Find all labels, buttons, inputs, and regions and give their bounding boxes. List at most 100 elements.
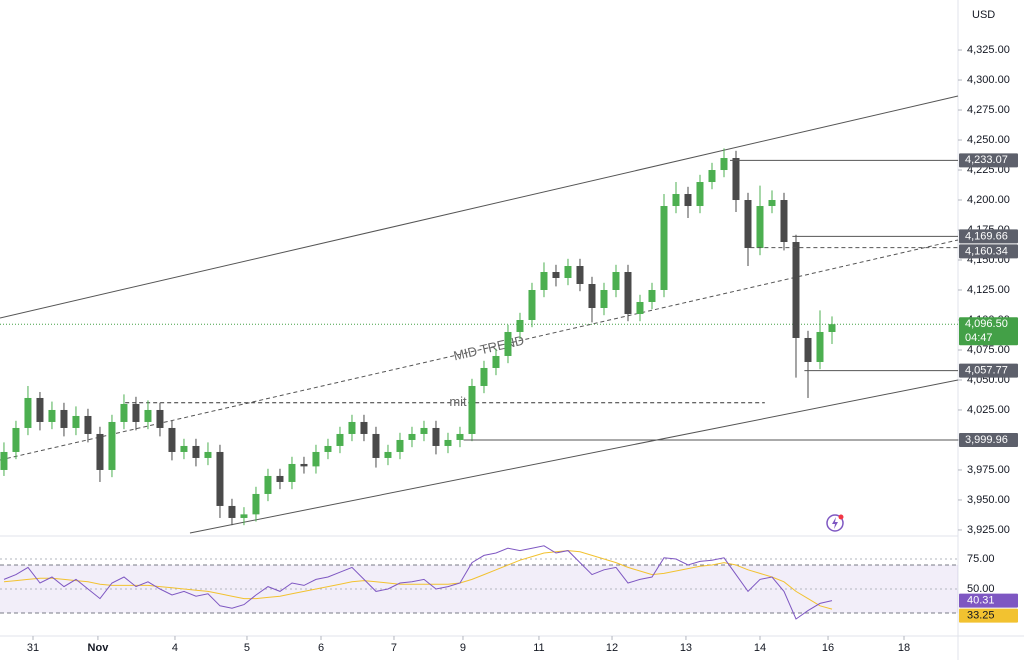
candle-body: [384, 451, 392, 458]
candle-body: [660, 206, 668, 290]
ma-line: [3, 550, 833, 610]
candle-body: [576, 266, 584, 284]
rsi-tag: [959, 593, 1018, 608]
alert-bolt: [832, 517, 838, 529]
x-tick-label: 16: [822, 642, 834, 654]
y-tick-label: 4,325.00: [967, 44, 1010, 56]
candle-body: [504, 331, 512, 356]
price-tag-label: 4,233.07: [965, 154, 1008, 166]
candle-body: [432, 427, 440, 446]
annotation: mit: [449, 394, 467, 409]
candle-body: [408, 433, 416, 440]
candle-body: [120, 403, 128, 422]
price-tag-label: 4,057.77: [965, 365, 1008, 377]
candle-body: [96, 433, 104, 470]
candle-body: [684, 194, 692, 207]
x-tick-label: 9: [460, 642, 466, 654]
trend-line: [0, 95, 959, 319]
rsi-tick-label: 50.00: [967, 583, 995, 595]
candle-body: [564, 266, 572, 278]
x-tick-label: 18: [898, 642, 910, 654]
price-tag: [959, 433, 1018, 448]
x-tick-label: Nov: [88, 642, 110, 654]
candle-body: [492, 355, 500, 368]
candle-body: [744, 200, 752, 249]
candle-body: [264, 475, 272, 494]
candle-body: [252, 493, 260, 515]
candle-body: [540, 271, 548, 290]
rsi-band: [0, 564, 958, 614]
x-tick-label: 5: [244, 642, 250, 654]
candle-body: [756, 206, 764, 249]
rsi-line: [3, 545, 833, 620]
candle-body: [300, 463, 308, 467]
candle-body: [672, 194, 680, 207]
y-tick-label: 3,950.00: [967, 494, 1010, 506]
alert-circle: [826, 514, 844, 532]
candle-body: [528, 289, 536, 320]
candle-body: [636, 301, 644, 314]
y-tick-label: 4,250.00: [967, 134, 1010, 146]
candle-body: [132, 403, 140, 422]
candle-body: [24, 397, 32, 428]
candle-body: [276, 475, 284, 482]
candle-body: [456, 433, 464, 440]
candle-body: [480, 367, 488, 386]
candle-body: [60, 409, 68, 428]
current-price-label: 4,096.50: [965, 318, 1008, 330]
candle-body: [816, 331, 824, 362]
y-tick-label: 4,075.00: [967, 344, 1010, 356]
price-tag-label: 4,160.34: [965, 245, 1008, 257]
y-tick-label: 4,200.00: [967, 194, 1010, 206]
candle-body: [204, 451, 212, 458]
y-tick-label: 4,275.00: [967, 104, 1010, 116]
price-tag: [959, 363, 1018, 378]
candle-body: [396, 439, 404, 452]
candle-body: [552, 271, 560, 278]
x-tick-label: 7: [391, 642, 397, 654]
candle-body: [444, 439, 452, 446]
candle-body: [348, 421, 356, 434]
candle-body: [192, 445, 200, 458]
candle-body: [828, 324, 836, 332]
candle-body: [216, 451, 224, 506]
currency-label[interactable]: USD: [972, 9, 995, 21]
candle-body: [324, 445, 332, 452]
candle-body: [468, 385, 476, 434]
x-tick-label: 13: [680, 642, 692, 654]
y-tick-label: 3,925.00: [967, 524, 1010, 536]
x-tick-label: 11: [533, 642, 544, 654]
x-tick-label: 31: [27, 642, 39, 654]
candle-body: [72, 415, 80, 428]
candle-body: [804, 337, 812, 362]
alert-icon[interactable]: [826, 514, 844, 532]
candle-body: [84, 415, 92, 434]
candle-body: [312, 451, 320, 467]
candle-body: [792, 242, 800, 338]
candle-body: [48, 409, 56, 422]
price-tag: [959, 244, 1018, 259]
price-tag: [959, 229, 1018, 244]
current-price-tag: [959, 317, 1018, 346]
candle-body: [708, 170, 716, 183]
candle-body: [360, 421, 368, 434]
candle-body: [168, 427, 176, 452]
candle-body: [420, 427, 428, 434]
rsi-tick-label: 75.00: [967, 553, 995, 565]
x-tick-label: 4: [172, 642, 178, 654]
y-tick-label: 4,125.00: [967, 284, 1010, 296]
x-tick-label: 6: [318, 642, 324, 654]
x-tick-label: 14: [754, 642, 766, 654]
candle-body: [0, 451, 8, 470]
candle-body: [768, 200, 776, 207]
ma-tag: [959, 608, 1018, 623]
countdown-label: 04:47: [965, 332, 993, 344]
ma-tag-label: 33.25: [967, 610, 995, 622]
alert-dot: [838, 514, 844, 520]
trend-line: [189, 379, 959, 534]
candle-body: [780, 200, 788, 243]
x-tick-label: 12: [606, 642, 618, 654]
candle-body: [516, 319, 524, 332]
